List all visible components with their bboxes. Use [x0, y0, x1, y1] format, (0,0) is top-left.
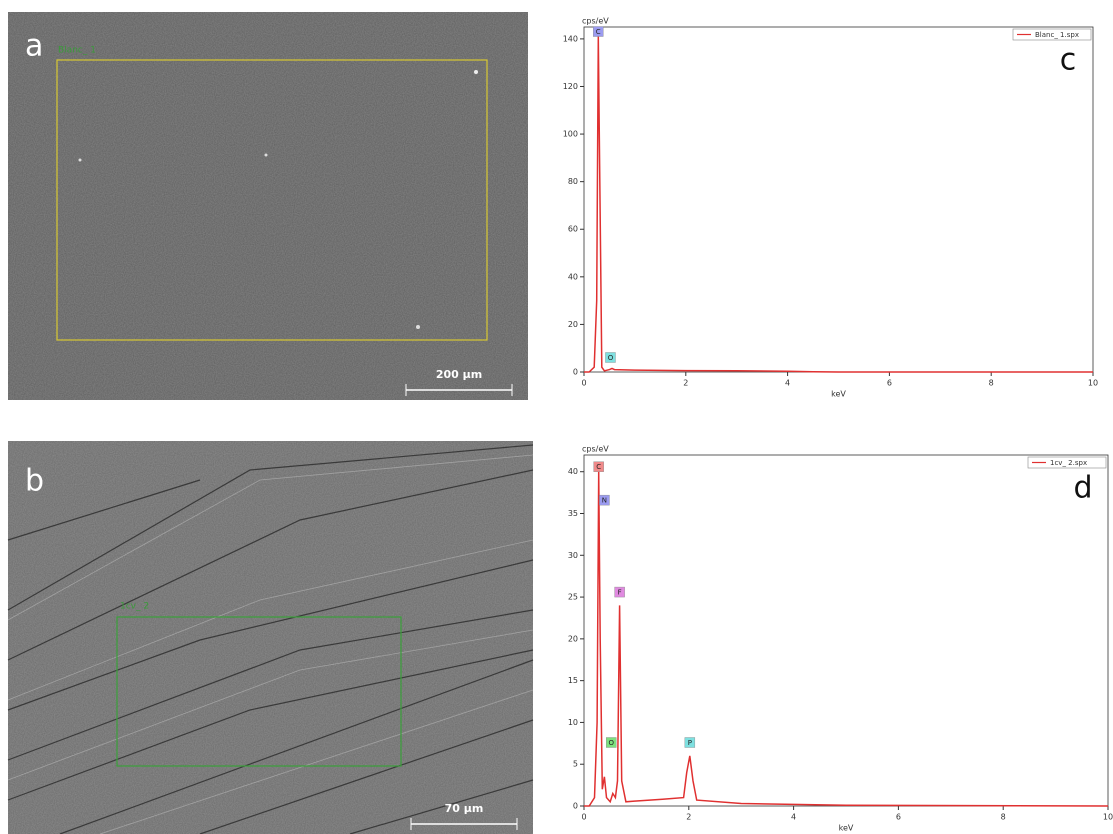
peak-label: O [608, 739, 614, 747]
plot-area [583, 454, 1109, 807]
peak-label: N [602, 497, 607, 505]
x-tick-label: 0 [581, 813, 586, 822]
legend-label: 1cv_ 2.spx [1050, 459, 1087, 467]
peak-label: F [618, 589, 622, 597]
legend-box [1027, 456, 1107, 469]
peak-tag [606, 737, 617, 748]
y-tick-label: 100 [563, 130, 578, 139]
y-tick-label: 25 [568, 593, 578, 602]
peak-tag [593, 26, 604, 37]
panel-label: a [25, 29, 43, 64]
y-tick-label: 140 [563, 34, 578, 43]
legend-box [1012, 28, 1092, 41]
legend-label: Blanc_ 1.spx [1035, 31, 1079, 39]
x-tick-label: 4 [785, 379, 790, 388]
peak-tag [684, 737, 696, 748]
scale-bar-label: 70 µm [445, 802, 484, 815]
y-tick-label: 40 [568, 467, 578, 476]
x-tick-label: 2 [683, 379, 688, 388]
sem-image-a [8, 12, 528, 400]
x-tick-label: 10 [1088, 379, 1098, 388]
y-tick-label: 40 [568, 272, 578, 281]
x-tick-label: 0 [581, 379, 586, 388]
y-tick-label: 0 [573, 368, 578, 377]
spectrum-line [584, 36, 1093, 373]
x-tick-label: 2 [686, 813, 691, 822]
y-tick-label: 80 [568, 177, 578, 186]
x-axis-label: keV [839, 824, 854, 833]
peak-label: P [688, 739, 692, 747]
y-axis-label: cps/eV [582, 445, 609, 454]
panel-label: b [25, 464, 44, 499]
scale-bar-label: 200 µm [436, 368, 482, 381]
plot-area [583, 26, 1094, 373]
y-axis-label: cps/eV [582, 17, 609, 26]
peak-tag [593, 461, 604, 472]
y-tick-label: 30 [568, 551, 578, 560]
peak-tag [614, 586, 625, 598]
panel-label: c [1060, 43, 1077, 78]
peak-label: C [596, 463, 601, 471]
y-tick-label: 20 [568, 634, 578, 643]
y-tick-label: 35 [568, 509, 578, 518]
peak-tag [599, 494, 610, 506]
x-tick-label: 8 [989, 379, 994, 388]
x-tick-label: 4 [791, 813, 796, 822]
y-tick-label: 120 [563, 82, 578, 91]
x-tick-label: 10 [1103, 813, 1113, 822]
y-tick-label: 60 [568, 225, 578, 234]
y-tick-label: 15 [568, 676, 578, 685]
x-tick-label: 8 [1001, 813, 1006, 822]
peak-tag [605, 352, 616, 363]
x-tick-label: 6 [887, 379, 892, 388]
sem-image-b [7, 441, 534, 834]
y-tick-label: 5 [573, 760, 578, 769]
peak-label: O [608, 354, 614, 362]
peak-label: C [596, 28, 601, 36]
y-tick-label: 0 [573, 802, 578, 811]
region-label: 1cv_ 2 [120, 602, 149, 612]
y-tick-label: 20 [568, 320, 578, 329]
y-tick-label: 10 [568, 718, 578, 727]
x-axis-label: keV [831, 390, 846, 399]
spectrum-line [584, 471, 1109, 807]
x-tick-label: 6 [896, 813, 901, 822]
region-label: Blanc_ 1 [58, 46, 96, 56]
panel-label: d [1073, 471, 1092, 506]
